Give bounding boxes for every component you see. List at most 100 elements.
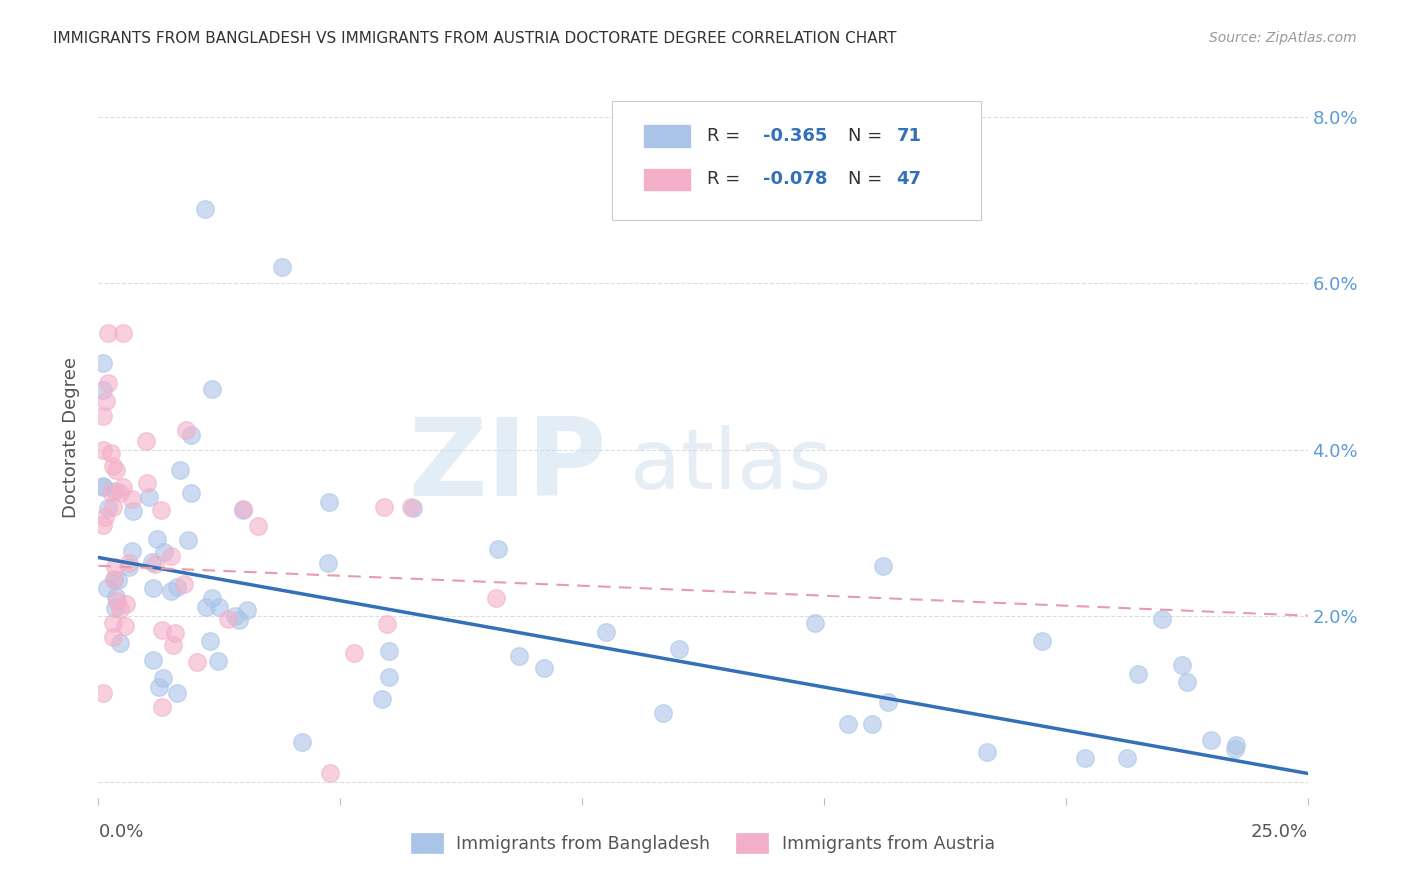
Point bbox=[146, 533, 169, 547]
Point bbox=[595, 625, 617, 640]
Point bbox=[533, 661, 555, 675]
Point bbox=[166, 580, 188, 594]
Point bbox=[108, 486, 131, 500]
Point bbox=[118, 560, 141, 574]
Point bbox=[163, 625, 186, 640]
Text: -0.078: -0.078 bbox=[763, 170, 828, 188]
Text: N =: N = bbox=[848, 170, 889, 188]
Point bbox=[105, 593, 128, 607]
Point bbox=[378, 644, 401, 658]
Point bbox=[860, 716, 883, 731]
Point bbox=[652, 706, 675, 721]
Point bbox=[97, 376, 120, 390]
Point bbox=[103, 572, 125, 586]
Point bbox=[208, 599, 231, 614]
Text: atlas: atlas bbox=[630, 425, 832, 507]
Text: R =: R = bbox=[707, 127, 745, 145]
Point bbox=[174, 423, 197, 437]
Point bbox=[246, 519, 269, 533]
Point bbox=[232, 501, 254, 516]
Point bbox=[195, 599, 218, 614]
Point bbox=[141, 555, 163, 569]
Point bbox=[135, 434, 157, 448]
Point bbox=[91, 480, 114, 494]
Point bbox=[138, 490, 160, 504]
Point bbox=[91, 517, 114, 532]
Point bbox=[224, 608, 246, 623]
Point bbox=[804, 615, 827, 630]
Point bbox=[668, 641, 690, 656]
Point bbox=[153, 545, 176, 559]
Point bbox=[373, 500, 395, 514]
Point bbox=[112, 480, 135, 494]
Text: R =: R = bbox=[707, 170, 745, 188]
Point bbox=[114, 619, 136, 633]
Point bbox=[108, 602, 131, 616]
Point bbox=[91, 356, 114, 370]
Point bbox=[142, 581, 165, 595]
Point bbox=[228, 613, 250, 627]
Point bbox=[148, 680, 170, 694]
Point bbox=[97, 326, 120, 341]
Point bbox=[152, 671, 174, 685]
Point bbox=[143, 557, 166, 571]
Point bbox=[121, 504, 143, 518]
Text: 25.0%: 25.0% bbox=[1250, 823, 1308, 841]
Point bbox=[111, 326, 134, 341]
Point bbox=[318, 495, 340, 509]
Point bbox=[91, 442, 114, 457]
Point bbox=[135, 475, 157, 490]
Text: N =: N = bbox=[848, 127, 889, 145]
Point bbox=[150, 502, 173, 516]
Point bbox=[872, 558, 894, 573]
Point bbox=[166, 686, 188, 700]
Point bbox=[201, 591, 224, 605]
Point bbox=[121, 544, 143, 558]
Y-axis label: Doctorate Degree: Doctorate Degree bbox=[62, 357, 80, 517]
Point bbox=[271, 260, 294, 274]
Point bbox=[1152, 612, 1174, 626]
Point bbox=[207, 654, 229, 668]
Point bbox=[97, 500, 120, 515]
Point bbox=[169, 463, 191, 477]
Point bbox=[217, 612, 239, 626]
Text: Source: ZipAtlas.com: Source: ZipAtlas.com bbox=[1209, 31, 1357, 45]
Point bbox=[399, 500, 422, 514]
Point bbox=[150, 624, 173, 638]
Point bbox=[91, 409, 114, 424]
Point bbox=[194, 202, 217, 216]
Point bbox=[201, 383, 224, 397]
Point bbox=[173, 577, 195, 591]
Point bbox=[486, 541, 509, 556]
Point bbox=[94, 510, 117, 524]
Point bbox=[105, 590, 128, 604]
Point bbox=[101, 616, 124, 631]
Point bbox=[104, 483, 127, 498]
Point bbox=[118, 556, 141, 570]
Point bbox=[377, 616, 399, 631]
Point bbox=[91, 383, 114, 397]
Point bbox=[162, 638, 184, 652]
Point bbox=[316, 556, 339, 570]
Point bbox=[378, 669, 401, 683]
Point bbox=[1171, 657, 1194, 672]
Point bbox=[1175, 675, 1198, 690]
Point bbox=[159, 549, 181, 563]
Point bbox=[236, 603, 259, 617]
Point bbox=[108, 636, 131, 650]
Point bbox=[100, 484, 122, 499]
Point bbox=[877, 695, 900, 709]
Point bbox=[1199, 733, 1222, 747]
FancyBboxPatch shape bbox=[613, 101, 981, 220]
Text: ZIP: ZIP bbox=[408, 413, 606, 519]
Point bbox=[180, 428, 202, 442]
Point bbox=[104, 463, 127, 477]
Text: 47: 47 bbox=[897, 170, 921, 188]
Point bbox=[180, 486, 202, 500]
Point bbox=[177, 533, 200, 547]
Point bbox=[319, 766, 342, 780]
Point bbox=[96, 581, 118, 595]
Point bbox=[1225, 738, 1247, 752]
Point bbox=[1031, 633, 1053, 648]
Point bbox=[186, 655, 208, 669]
